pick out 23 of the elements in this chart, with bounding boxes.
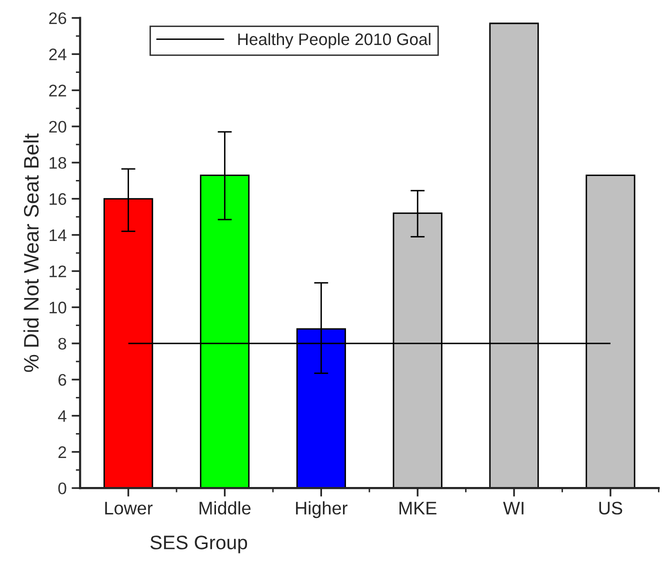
legend-label: Healthy People 2010 Goal bbox=[238, 32, 430, 48]
y-tick-label: 16 bbox=[50, 193, 66, 205]
x-tick-label: MKE bbox=[400, 502, 436, 514]
y-tick-label: 26 bbox=[49, 12, 66, 24]
x-axis-title: SES Group bbox=[150, 536, 248, 554]
y-tick-label: 6 bbox=[58, 374, 66, 386]
y-axis-title: % Did Not Wear Seat Belt bbox=[23, 134, 39, 372]
x-tick-label: US bbox=[599, 502, 622, 515]
y-tick-label: 22 bbox=[49, 84, 66, 96]
y-tick-label: 8 bbox=[58, 338, 66, 350]
y-tick-label: 20 bbox=[49, 120, 66, 133]
y-tick-label: 10 bbox=[50, 302, 66, 314]
x-tick-label: Lower bbox=[105, 502, 153, 515]
y-tick-label: 12 bbox=[50, 265, 66, 278]
y-tick-label: 0 bbox=[58, 482, 66, 494]
y-tick-label: 2 bbox=[58, 446, 66, 458]
y-tick-label: 4 bbox=[58, 410, 66, 422]
x-tick-label: Middle bbox=[200, 501, 251, 515]
y-tick-label: 14 bbox=[50, 230, 66, 241]
y-tick-label: 24 bbox=[49, 48, 66, 60]
x-tick-label: WI bbox=[503, 502, 524, 514]
y-tick-label: 18 bbox=[50, 157, 66, 169]
x-tick-label: Higher bbox=[296, 501, 348, 518]
